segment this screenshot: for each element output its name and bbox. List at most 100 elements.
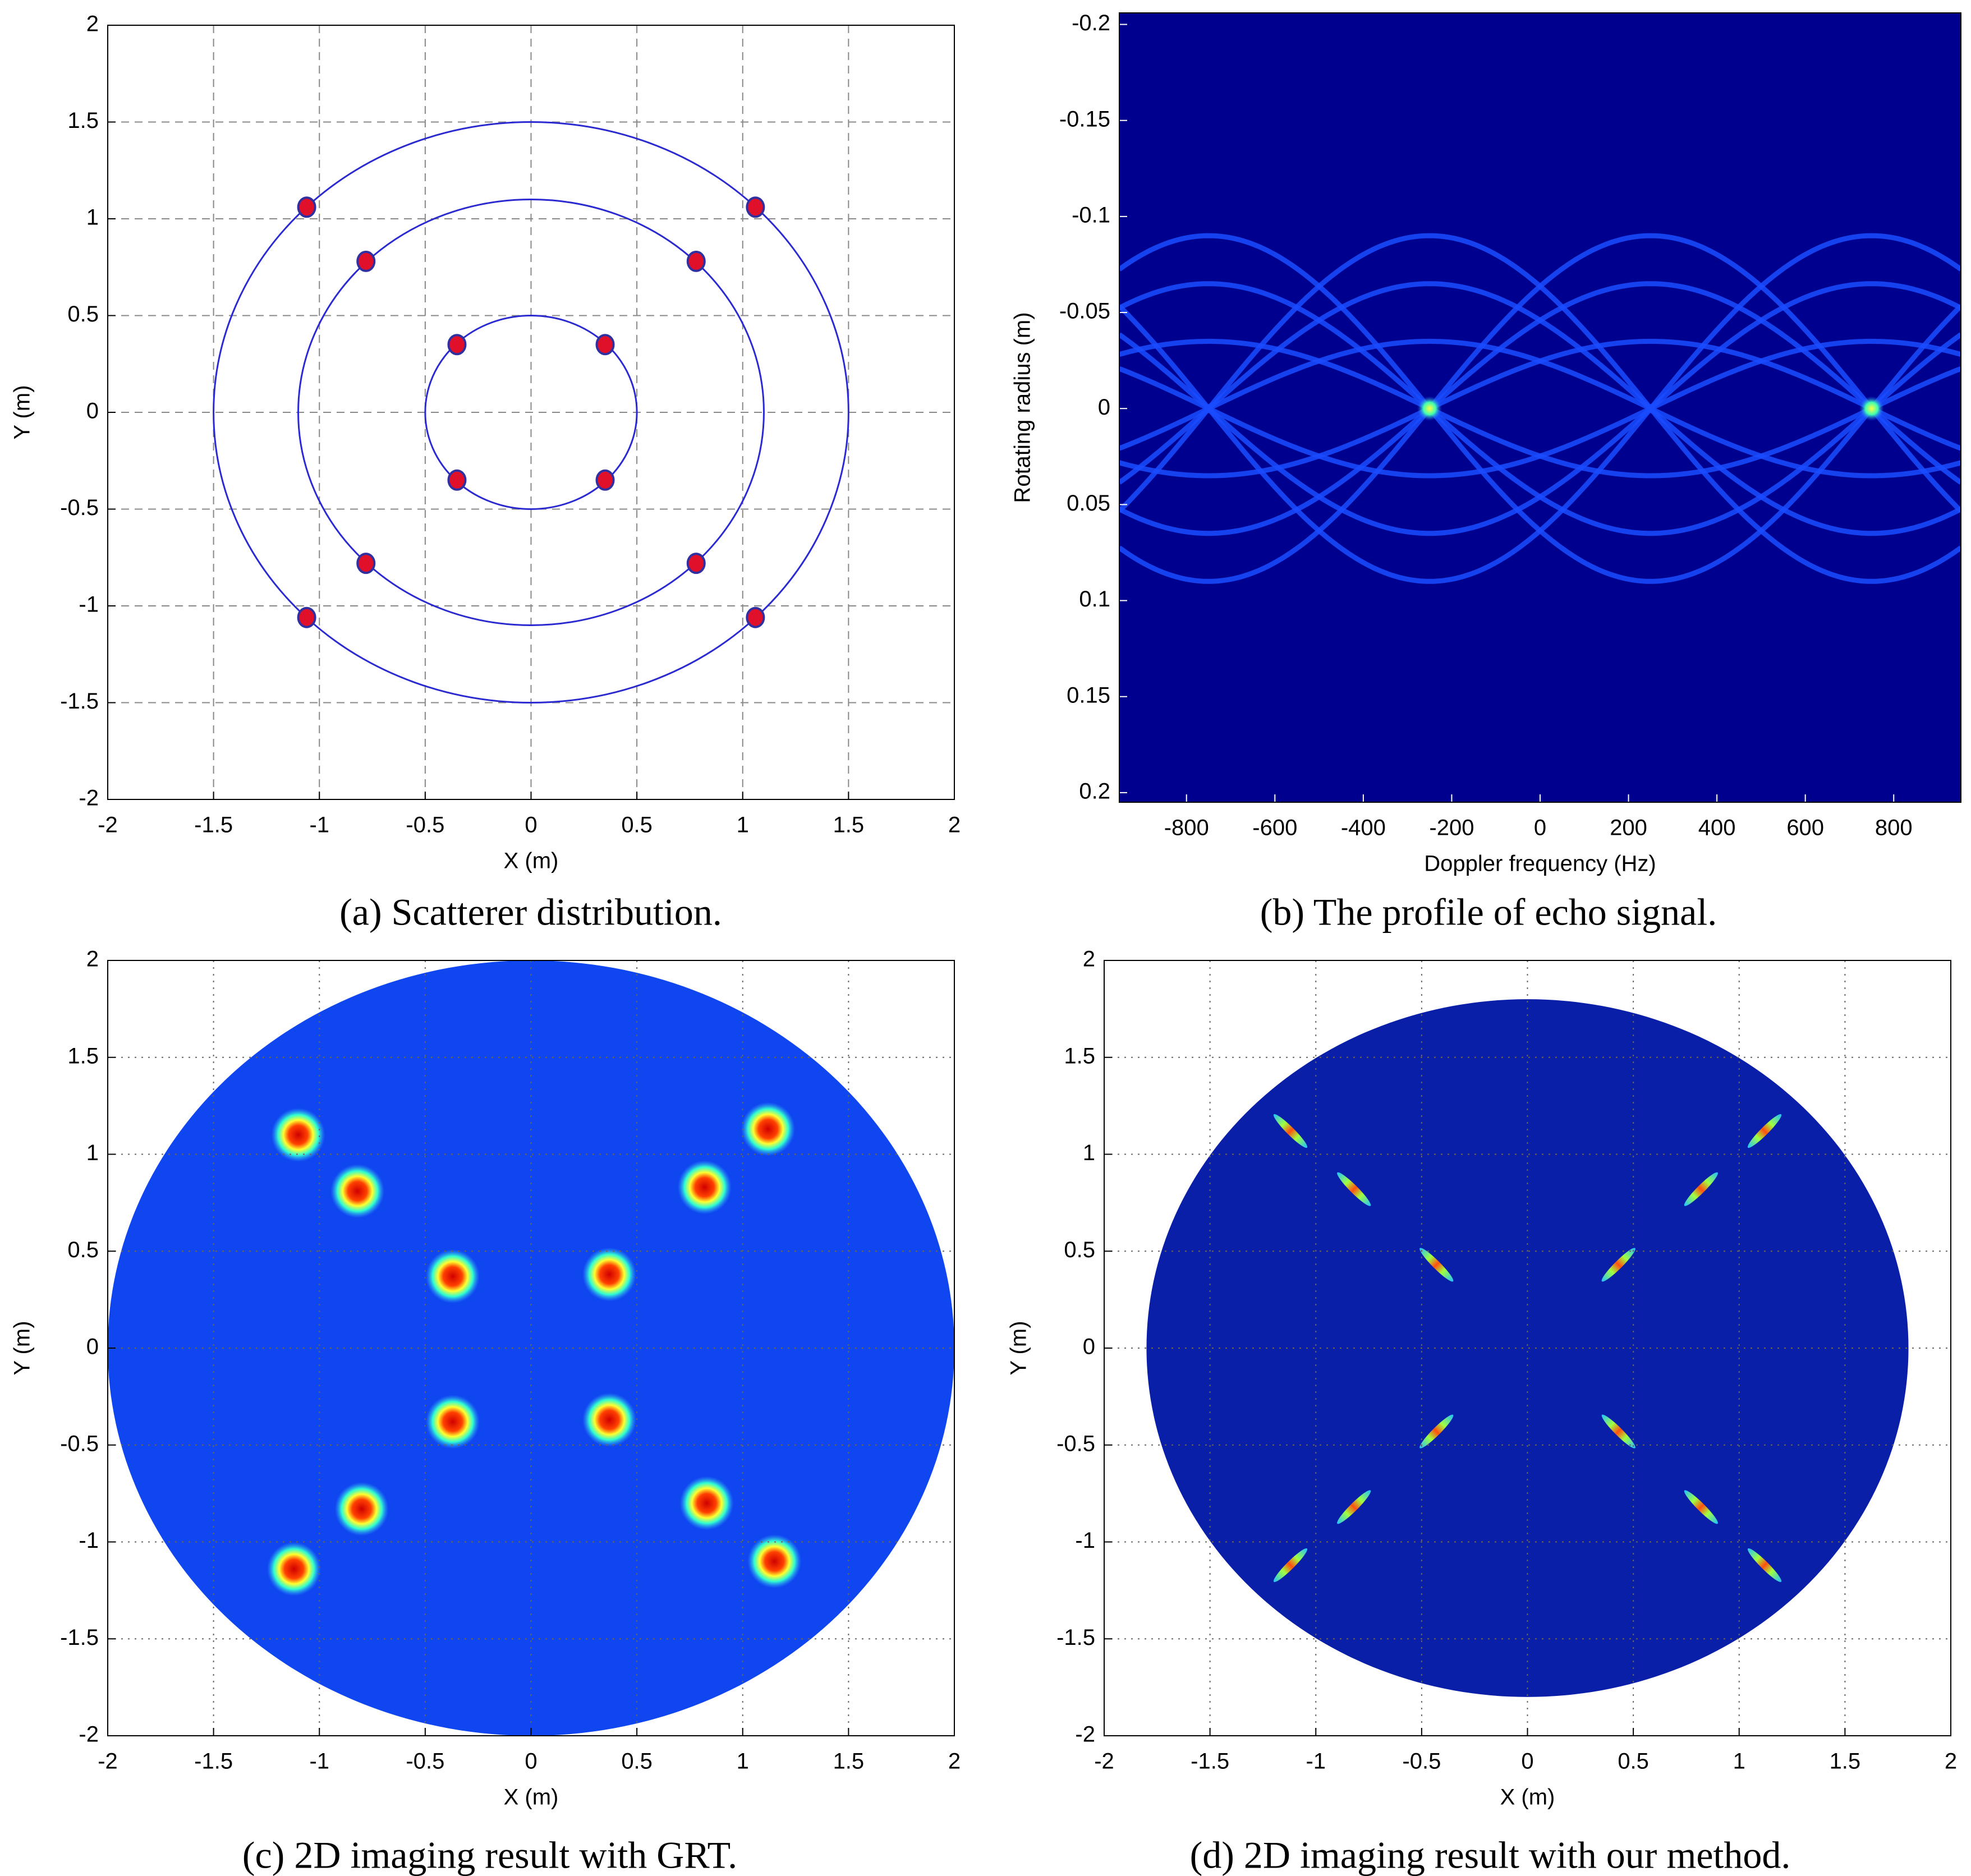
y-tick-label: -0.05 bbox=[1059, 299, 1110, 324]
x-tick-label: 1 bbox=[737, 1749, 749, 1774]
caption: (a) Scatterer distribution. bbox=[339, 891, 722, 934]
y-tick-label: 0 bbox=[86, 399, 99, 424]
y-tick-label: -1.5 bbox=[1056, 1625, 1095, 1650]
x-tick-label: 2 bbox=[1945, 1749, 1957, 1774]
x-tick-label: -0.5 bbox=[406, 813, 444, 838]
image-spot bbox=[334, 1482, 389, 1536]
y-tick-label: -1 bbox=[1075, 1528, 1095, 1553]
y-tick-label: 0 bbox=[1083, 1335, 1095, 1359]
image-streak bbox=[1337, 1172, 1371, 1206]
x-tick-label: -1 bbox=[309, 1749, 329, 1774]
panel: -800 -600 -400 -200 0 200 400 600 800 -0.2 -0.15 -0… bbox=[1010, 11, 1961, 934]
y-tick-label: -1 bbox=[79, 1528, 99, 1553]
image-streak bbox=[1747, 1114, 1782, 1148]
y-tick-label: 0.5 bbox=[1064, 1238, 1095, 1262]
x-axis-label: X (m) bbox=[504, 849, 559, 873]
x-tick-label: 0.5 bbox=[621, 813, 653, 838]
x-tick-label: 1 bbox=[1733, 1749, 1745, 1774]
scatterer bbox=[297, 196, 316, 218]
x-tick-label: 2 bbox=[948, 813, 961, 838]
image-streak bbox=[1273, 1114, 1308, 1148]
x-tick-label: -0.5 bbox=[1402, 1749, 1441, 1774]
y-tick-label: 1 bbox=[86, 1141, 99, 1165]
x-tick-label: 1.5 bbox=[833, 1749, 865, 1774]
scatterer bbox=[686, 250, 706, 272]
y-tick-label: -2 bbox=[1075, 1722, 1095, 1747]
y-tick-label: 1.5 bbox=[67, 108, 99, 133]
y-tick-label: 1.5 bbox=[1064, 1043, 1095, 1068]
y-tick-label: 2 bbox=[86, 947, 99, 972]
x-tick-label: 0.5 bbox=[621, 1749, 653, 1774]
image-spot bbox=[679, 1476, 734, 1530]
x-tick-label: -1.5 bbox=[1191, 1749, 1229, 1774]
y-tick-label: 1.5 bbox=[67, 1043, 99, 1068]
x-tick-label: -800 bbox=[1164, 816, 1209, 840]
y-tick-label: 0.05 bbox=[1067, 491, 1110, 516]
x-tick-label: 0 bbox=[1534, 816, 1546, 840]
x-tick-label: -600 bbox=[1252, 816, 1297, 840]
y-tick-label: 2 bbox=[1083, 947, 1095, 972]
y-tick-label: 0.5 bbox=[67, 1238, 99, 1262]
y-tick-label: -0.15 bbox=[1059, 107, 1110, 131]
y-tick-label: 0.15 bbox=[1067, 683, 1110, 707]
x-tick-label: -2 bbox=[98, 813, 118, 838]
scatterer bbox=[447, 469, 467, 491]
y-tick-label: 1 bbox=[86, 205, 99, 230]
axes-frame bbox=[107, 25, 955, 800]
x-tick-label: 0 bbox=[525, 813, 537, 838]
x-tick-label: -200 bbox=[1429, 816, 1474, 840]
ring bbox=[213, 121, 849, 704]
plot-area bbox=[1119, 13, 1961, 802]
x-tick-label: -1.5 bbox=[194, 813, 233, 838]
trace bbox=[1119, 406, 1961, 584]
image-streak bbox=[1337, 1490, 1371, 1524]
image-streak bbox=[1273, 1548, 1308, 1583]
x-tick-label: -1.5 bbox=[194, 1749, 233, 1774]
caption: (b) The profile of echo signal. bbox=[1260, 891, 1717, 934]
image-streak bbox=[1601, 1248, 1635, 1282]
image-streak bbox=[1601, 1414, 1635, 1449]
image-streak bbox=[1684, 1172, 1718, 1206]
y-tick-label: -2 bbox=[79, 786, 99, 811]
y-axis-label: Y (m) bbox=[10, 1321, 35, 1375]
trace bbox=[1119, 233, 1961, 411]
x-tick-label: 1 bbox=[737, 813, 749, 838]
axes-frame bbox=[107, 960, 955, 1736]
y-tick-label: 0.1 bbox=[1079, 587, 1110, 611]
image-spot bbox=[267, 1542, 321, 1596]
peak bbox=[1859, 396, 1884, 421]
x-tick-label: 2 bbox=[948, 1749, 961, 1774]
y-tick-label: -1.5 bbox=[60, 1625, 99, 1650]
x-tick-label: 600 bbox=[1786, 816, 1824, 840]
plot-content bbox=[108, 960, 954, 1736]
y-axis-label: Y (m) bbox=[10, 385, 35, 439]
y-tick-label: -1 bbox=[79, 592, 99, 617]
y-tick-label: 2 bbox=[86, 12, 99, 36]
image-spot bbox=[425, 1395, 480, 1449]
image-spot bbox=[271, 1107, 325, 1162]
y-tick-label: -0.5 bbox=[60, 1431, 99, 1456]
y-tick-label: 0.2 bbox=[1079, 779, 1110, 803]
panel: -2 -1.5 -1 -0.5 0 0.5 1 1.5 2 -2 -1.5 -1 -0.5 0 0.5 1 1.… bbox=[10, 12, 961, 934]
x-tick-label: -2 bbox=[1094, 1749, 1114, 1774]
caption: (d) 2D imaging result with our method. bbox=[1190, 1834, 1791, 1876]
plot-content bbox=[1119, 233, 1961, 584]
x-axis-label: Doppler frequency (Hz) bbox=[1424, 852, 1656, 876]
image-spot bbox=[425, 1249, 480, 1304]
scatterer bbox=[356, 553, 376, 574]
image-streak bbox=[1747, 1548, 1782, 1583]
x-tick-label: 0.5 bbox=[1618, 1749, 1649, 1774]
y-tick-label: -1.5 bbox=[60, 689, 99, 714]
axes-frame bbox=[1104, 960, 1951, 1736]
trace bbox=[1119, 281, 1961, 411]
ring bbox=[424, 315, 638, 510]
x-tick-label: 800 bbox=[1875, 816, 1913, 840]
panel: -2 -1.5 -1 -0.5 0 0.5 1 1.5 2 -2 -1.5 -1 -0.5 0 0.5 1 1.… bbox=[1007, 947, 1958, 1876]
peak bbox=[1417, 396, 1442, 421]
x-tick-label: 400 bbox=[1698, 816, 1736, 840]
panel: -2 -1.5 -1 -0.5 0 0.5 1 1.5 2 -2 -1.5 -1 -0.5 0 0.5 1 1.… bbox=[10, 947, 961, 1876]
x-tick-label: 0 bbox=[1521, 1749, 1533, 1774]
x-tick-label: -2 bbox=[98, 1749, 118, 1774]
caption: (c) 2D imaging result with GRT. bbox=[242, 1834, 737, 1876]
